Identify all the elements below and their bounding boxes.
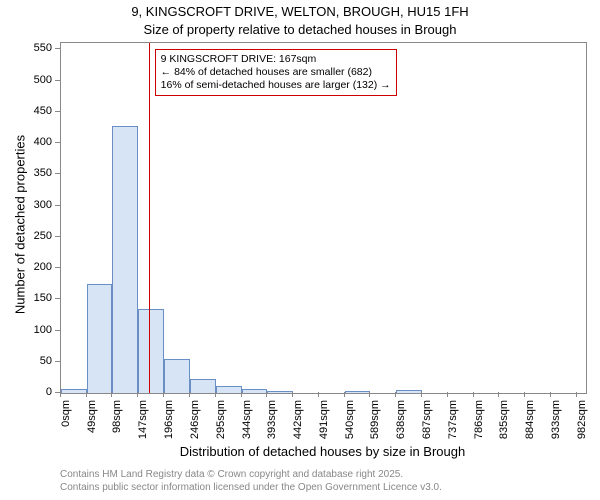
- footer-attribution: Contains HM Land Registry data © Crown c…: [60, 468, 442, 494]
- chart-title-line1: 9, KINGSCROFT DRIVE, WELTON, BROUGH, HU1…: [0, 4, 600, 19]
- y-tick-label: 250: [0, 230, 52, 242]
- x-tick-mark: [369, 392, 370, 397]
- y-tick-mark: [55, 205, 60, 206]
- chart-container: 9, KINGSCROFT DRIVE, WELTON, BROUGH, HU1…: [0, 0, 600, 500]
- y-tick-label: 50: [0, 355, 52, 367]
- y-tick-label: 550: [0, 42, 52, 54]
- y-tick-mark: [55, 111, 60, 112]
- x-tick-label: 393sqm: [266, 400, 278, 450]
- histogram-bar: [267, 391, 293, 394]
- annotation-line1: 9 KINGSCROFT DRIVE: 167sqm: [161, 53, 391, 66]
- plot-area: 9 KINGSCROFT DRIVE: 167sqm← 84% of detac…: [60, 42, 587, 394]
- y-tick-mark: [55, 142, 60, 143]
- x-tick-label: 982sqm: [576, 400, 588, 450]
- x-tick-mark: [189, 392, 190, 397]
- x-tick-mark: [447, 392, 448, 397]
- x-tick-label: 344sqm: [241, 400, 253, 450]
- annotation-line3: 16% of semi-detached houses are larger (…: [161, 79, 391, 92]
- x-tick-label: 737sqm: [447, 400, 459, 450]
- footer-line1: Contains HM Land Registry data © Crown c…: [60, 468, 442, 481]
- y-tick-mark: [55, 330, 60, 331]
- x-tick-mark: [163, 392, 164, 397]
- x-tick-label: 491sqm: [318, 400, 330, 450]
- x-tick-label: 49sqm: [86, 400, 98, 450]
- histogram-bar: [242, 389, 268, 393]
- x-tick-label: 933sqm: [550, 400, 562, 450]
- chart-subtitle: Size of property relative to detached ho…: [0, 22, 600, 37]
- y-tick-mark: [55, 267, 60, 268]
- x-tick-label: 589sqm: [369, 400, 381, 450]
- y-tick-mark: [55, 173, 60, 174]
- x-tick-label: 540sqm: [344, 400, 356, 450]
- y-tick-mark: [55, 236, 60, 237]
- histogram-bar: [87, 284, 113, 393]
- y-tick-label: 100: [0, 324, 52, 336]
- y-tick-label: 150: [0, 292, 52, 304]
- x-tick-label: 638sqm: [395, 400, 407, 450]
- histogram-bar: [190, 379, 216, 393]
- histogram-bar: [396, 390, 422, 393]
- histogram-bar: [164, 359, 190, 393]
- annotation-box: 9 KINGSCROFT DRIVE: 167sqm← 84% of detac…: [155, 49, 397, 96]
- x-tick-label: 835sqm: [498, 400, 510, 450]
- histogram-bar: [138, 309, 164, 393]
- reference-line: [149, 43, 150, 393]
- y-tick-mark: [55, 80, 60, 81]
- annotation-line2: ← 84% of detached houses are smaller (68…: [161, 66, 391, 79]
- histogram-bar: [345, 391, 371, 393]
- x-tick-mark: [344, 392, 345, 397]
- x-tick-label: 147sqm: [137, 400, 149, 450]
- x-tick-mark: [137, 392, 138, 397]
- x-tick-label: 295sqm: [215, 400, 227, 450]
- x-tick-label: 0sqm: [60, 400, 72, 450]
- x-tick-mark: [473, 392, 474, 397]
- y-tick-label: 300: [0, 199, 52, 211]
- x-tick-mark: [421, 392, 422, 397]
- y-tick-label: 500: [0, 74, 52, 86]
- x-tick-mark: [498, 392, 499, 397]
- y-tick-mark: [55, 48, 60, 49]
- histogram-bar: [216, 386, 242, 394]
- x-tick-label: 246sqm: [189, 400, 201, 450]
- x-tick-mark: [60, 392, 61, 397]
- y-tick-mark: [55, 361, 60, 362]
- y-tick-label: 200: [0, 261, 52, 273]
- x-tick-mark: [395, 392, 396, 397]
- x-tick-mark: [215, 392, 216, 397]
- x-tick-label: 442sqm: [292, 400, 304, 450]
- x-tick-mark: [86, 392, 87, 397]
- x-tick-label: 786sqm: [473, 400, 485, 450]
- x-tick-mark: [266, 392, 267, 397]
- x-tick-label: 884sqm: [524, 400, 536, 450]
- y-tick-label: 0: [0, 386, 52, 398]
- y-tick-label: 350: [0, 167, 52, 179]
- x-tick-mark: [111, 392, 112, 397]
- x-tick-mark: [292, 392, 293, 397]
- y-tick-label: 400: [0, 136, 52, 148]
- footer-line2: Contains public sector information licen…: [60, 481, 442, 494]
- histogram-bar: [112, 126, 138, 393]
- x-tick-mark: [318, 392, 319, 397]
- x-tick-mark: [524, 392, 525, 397]
- histogram-bar: [61, 389, 87, 393]
- y-tick-label: 450: [0, 105, 52, 117]
- y-tick-mark: [55, 298, 60, 299]
- x-tick-label: 98sqm: [111, 400, 123, 450]
- x-tick-label: 687sqm: [421, 400, 433, 450]
- x-tick-mark: [550, 392, 551, 397]
- x-tick-label: 196sqm: [163, 400, 175, 450]
- x-tick-mark: [241, 392, 242, 397]
- x-tick-mark: [576, 392, 577, 397]
